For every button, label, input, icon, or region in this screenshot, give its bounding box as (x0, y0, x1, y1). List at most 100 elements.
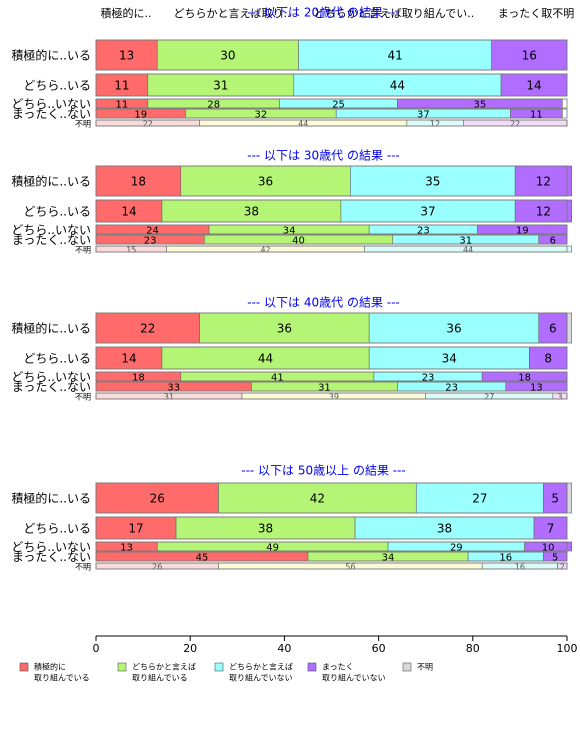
data-label: 19 (134, 110, 147, 121)
row-label: 不明 (75, 120, 91, 129)
data-label: 14 (121, 205, 136, 219)
row-label: どちら..いる (23, 205, 91, 219)
data-label: 39 (329, 393, 339, 402)
legend-swatch (214, 662, 224, 672)
data-label: 41 (271, 373, 284, 384)
data-label: 3 (557, 393, 562, 402)
row-label: どちら..いる (23, 79, 91, 93)
row-label: 積極的に..いる (11, 321, 91, 336)
legend-label: 積極的に (34, 662, 66, 672)
data-label: 23 (445, 383, 458, 394)
data-label: 8 (544, 352, 552, 366)
panel-title: --- 以下は 20歳代 の結果 --- (247, 6, 400, 20)
bar-frame (95, 381, 568, 392)
bar-frame (95, 108, 568, 119)
data-label: 23 (422, 373, 435, 384)
data-label: 11 (114, 79, 129, 93)
data-label: 11 (530, 110, 543, 121)
x-tick-label: 0 (93, 642, 100, 655)
data-label: 34 (283, 226, 296, 237)
data-label: 44 (390, 79, 405, 93)
data-label: 42 (310, 492, 325, 506)
bar-frame (95, 562, 568, 570)
x-tick-label: 80 (466, 642, 480, 655)
data-label: 56 (345, 563, 355, 572)
data-label: 31 (213, 79, 228, 93)
row-label: 積極的に..いる (11, 491, 91, 506)
bar-segment (514, 165, 573, 197)
data-label: 23 (417, 226, 430, 237)
data-label: 22 (140, 322, 155, 336)
bar-segment (95, 39, 158, 71)
data-label: 34 (442, 352, 457, 366)
category-header: まったく取不明 (498, 7, 575, 20)
row-label: どちら..いる (23, 522, 91, 536)
data-label: 6 (549, 322, 557, 336)
data-label: 23 (144, 236, 157, 247)
data-label: 11 (116, 100, 129, 111)
row-label: どちら..いる (23, 352, 91, 366)
data-label: 18 (518, 373, 531, 384)
legend-swatch (19, 662, 29, 672)
data-label: 38 (244, 205, 259, 219)
bar-frame (95, 312, 568, 344)
data-label: 27 (472, 492, 487, 506)
legend-label: 取り組んでいる (34, 673, 90, 683)
data-label: 49 (266, 543, 279, 554)
data-label: 19 (516, 226, 529, 237)
data-label: 33 (167, 383, 180, 394)
data-label: 18 (131, 175, 146, 189)
data-label: 35 (425, 175, 440, 189)
x-tick-label: 40 (277, 642, 291, 655)
row-label: どちら..いない (11, 370, 91, 384)
legend-swatch (117, 662, 127, 672)
data-label: 14 (526, 79, 541, 93)
row-label: まったく..ない (12, 380, 91, 394)
row-label: 不明 (75, 563, 91, 572)
legend-swatch (307, 662, 317, 672)
category-header: どちらかと言えば取り組んでい.. (314, 7, 474, 20)
bar-segment (566, 482, 573, 514)
bar-frame (95, 516, 568, 540)
data-label: 44 (463, 246, 473, 255)
data-label: 40 (292, 236, 305, 247)
legend-label: 取り組んでいる (132, 673, 188, 683)
data-label: 32 (254, 110, 267, 121)
data-label: 41 (387, 49, 402, 63)
data-label: 36 (446, 322, 461, 336)
bar-frame (95, 199, 568, 223)
data-label: 34 (382, 553, 395, 564)
data-label: 38 (258, 522, 273, 536)
data-label: 2 (560, 563, 565, 572)
data-label: 44 (258, 352, 273, 366)
data-label: 35 (473, 100, 486, 111)
data-label: 26 (152, 563, 162, 572)
data-label: 18 (132, 373, 145, 384)
row-label: 不明 (75, 246, 91, 255)
data-label: 25 (332, 100, 345, 111)
x-tick-label: 100 (557, 642, 578, 655)
row-label: 積極的に..いる (11, 174, 91, 189)
panel-title: --- 以下は 40歳代 の結果 --- (247, 296, 400, 310)
legend-label: 取り組んでいない (229, 673, 293, 683)
data-label: 42 (260, 246, 270, 255)
row-label: どちら..いない (11, 540, 91, 554)
data-label: 36 (258, 175, 273, 189)
data-label: 44 (298, 120, 308, 129)
bar-frame (95, 392, 568, 400)
bar-frame (95, 346, 568, 370)
row-label: まったく..ない (12, 550, 91, 564)
data-label: 13 (120, 543, 133, 554)
data-label: 12 (536, 175, 551, 189)
x-tick-label: 60 (372, 642, 386, 655)
panel-title: --- 以下は 50歳以上 の結果 --- (241, 464, 406, 478)
data-label: 5 (552, 553, 558, 564)
data-label: 37 (420, 205, 435, 219)
data-label: 31 (164, 393, 174, 402)
data-label: 22 (143, 120, 153, 129)
data-label: 15 (126, 246, 136, 255)
bar-frame (95, 541, 568, 552)
panel-title: --- 以下は 30歳代 の結果 --- (247, 149, 400, 163)
data-label: 24 (146, 226, 159, 237)
data-label: 12 (536, 205, 551, 219)
